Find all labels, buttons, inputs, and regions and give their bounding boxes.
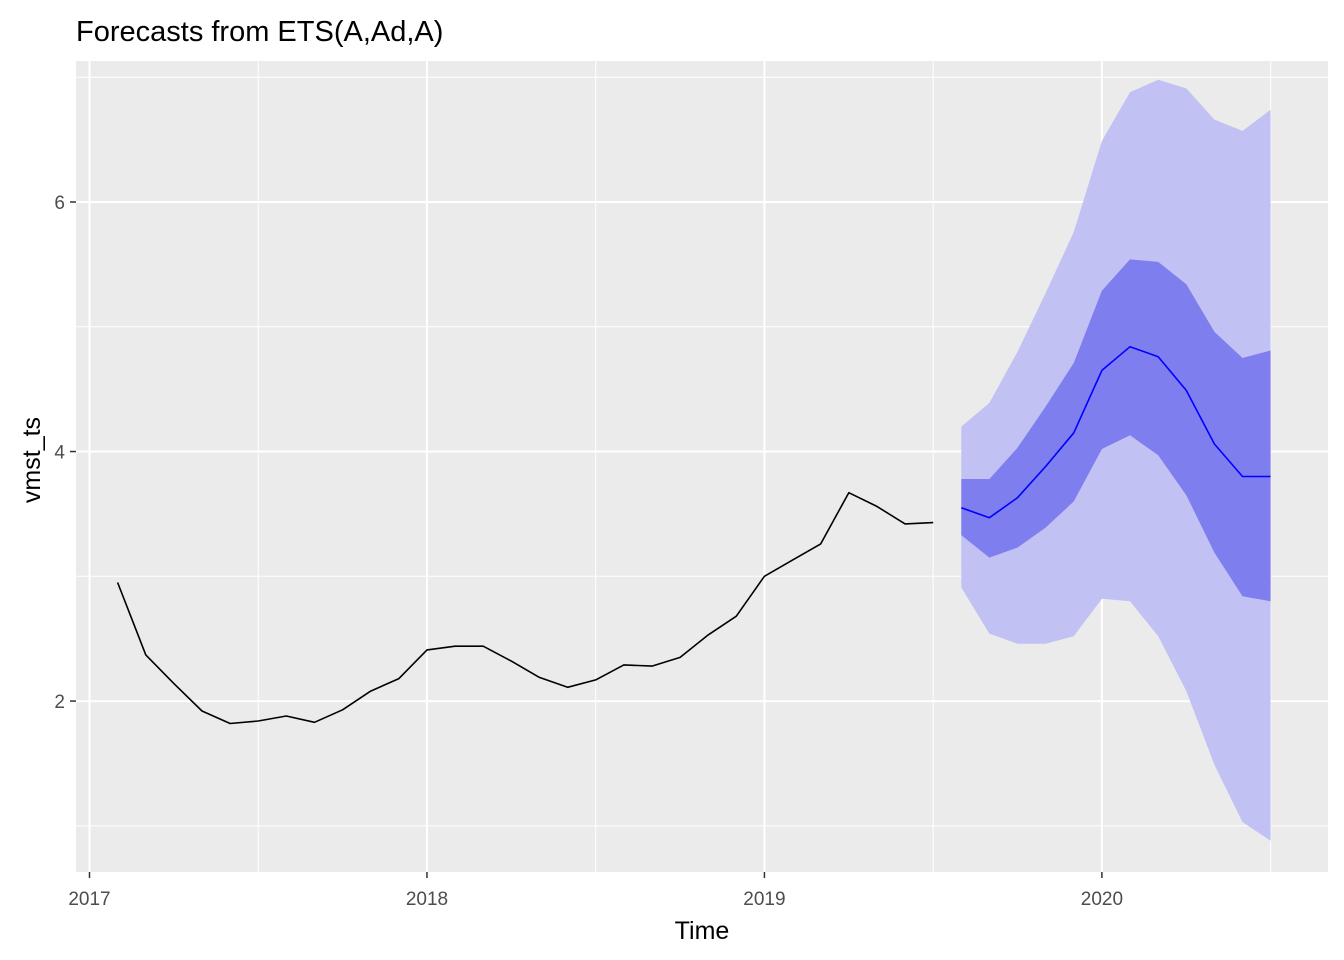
y-tick-label: 6 — [54, 193, 65, 214]
y-tick-label: 2 — [54, 692, 65, 713]
plot-panel: 2017 2018 2019 2020 2 4 6 — [54, 61, 1328, 910]
y-tick-label: 4 — [54, 443, 65, 464]
forecast-line — [961, 345, 1271, 519]
x-tick-label: 2019 — [743, 889, 785, 910]
history-line — [116, 491, 934, 725]
forecast-band-80 — [961, 259, 1271, 602]
x-axis-title: Time — [675, 917, 730, 945]
y-axis-title: vmst_ts — [18, 417, 46, 503]
x-tick-label: 2017 — [68, 889, 110, 910]
x-tick-label: 2020 — [1081, 889, 1123, 910]
forecast-band-95 — [961, 79, 1271, 841]
x-tick-label: 2018 — [406, 889, 448, 910]
chart-title: Forecasts from ETS(A,Ad,A) — [76, 16, 443, 48]
